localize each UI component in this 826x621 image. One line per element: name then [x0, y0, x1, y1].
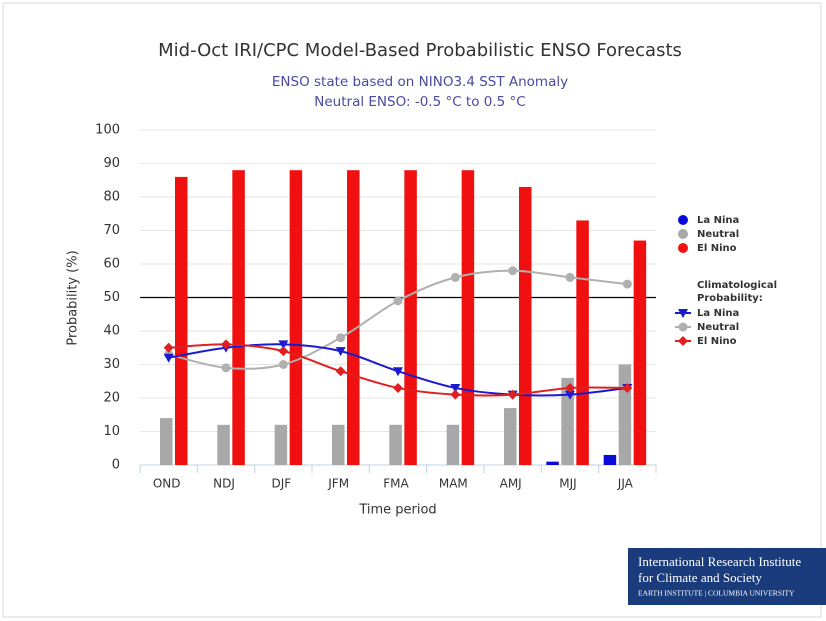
bar: [603, 454, 617, 465]
x-tick-label: AMJ: [500, 477, 522, 491]
legend-label: La Nina: [697, 308, 739, 319]
legend-label: El Nino: [697, 336, 737, 347]
legend-marker: [678, 215, 688, 225]
y-tick-label: 40: [103, 324, 120, 339]
bar: [232, 170, 245, 465]
marker: [508, 266, 518, 276]
marker: [336, 333, 346, 343]
legend-title: Climatological Probability:: [697, 280, 777, 304]
chart-title: Mid-Oct IRI/CPC Model-Based Probabilisti…: [158, 40, 682, 61]
bar: [175, 176, 188, 465]
legend-marker: [678, 322, 688, 332]
legend-label: La Nina: [697, 215, 739, 226]
y-tick-label: 0: [112, 458, 120, 473]
marker: [565, 390, 575, 400]
bar: [576, 220, 589, 465]
x-tick-label: FMA: [383, 477, 409, 491]
x-tick-label: NDJ: [213, 477, 235, 491]
bar: [546, 461, 559, 465]
marker: [450, 383, 461, 393]
x-tick-label: MAM: [439, 477, 468, 491]
y-tick-label: 60: [103, 257, 120, 272]
marker: [393, 367, 403, 377]
x-axis-title: Time period: [358, 503, 436, 518]
bar: [274, 424, 288, 465]
x-tick-label: DJF: [271, 477, 291, 491]
y-axis-title: Probability (%): [66, 250, 81, 345]
bar: [389, 424, 402, 465]
marker: [450, 389, 461, 400]
marker: [507, 389, 518, 400]
bar: [217, 424, 230, 465]
y-tick-label: 100: [95, 123, 120, 138]
bar: [289, 170, 303, 465]
x-tick-label: MJJ: [559, 477, 576, 491]
y-tick-label: 70: [103, 223, 120, 238]
logo-text: International Research Institute: [638, 554, 801, 569]
bar: [446, 424, 460, 465]
bar: [561, 377, 574, 465]
legend-label: Neutral: [697, 229, 739, 240]
marker: [278, 340, 289, 350]
bar: [347, 170, 360, 465]
marker: [565, 272, 575, 282]
bar: [633, 240, 647, 465]
logo: [628, 548, 826, 605]
x-tick-label: JFM: [327, 477, 349, 491]
marker: [565, 382, 575, 393]
x-tick-label: OND: [153, 477, 181, 491]
bar: [519, 186, 532, 465]
marker: [335, 366, 346, 377]
logo-text: for Climate and Society: [638, 570, 762, 585]
marker: [393, 296, 403, 306]
y-tick-label: 80: [103, 190, 120, 205]
subtitle: ENSO state based on NINO3.4 SST Anomaly: [272, 74, 568, 90]
y-tick-label: 50: [103, 290, 120, 305]
bar: [332, 424, 345, 465]
logo-footer: Earth Institute | Columbia University: [638, 589, 795, 598]
y-tick-label: 90: [103, 156, 120, 171]
legend-label: Neutral: [697, 322, 739, 333]
bar: [160, 418, 173, 465]
marker: [221, 339, 231, 350]
marker: [278, 360, 288, 369]
marker: [278, 346, 289, 357]
legend-marker: [678, 336, 688, 346]
bar: [461, 170, 475, 465]
marker: [163, 353, 174, 363]
bar: [404, 170, 417, 465]
marker: [393, 382, 403, 393]
marker: [622, 382, 633, 393]
legend-label: El Nino: [697, 243, 737, 254]
marker: [622, 279, 632, 289]
marker: [221, 363, 231, 373]
marker: [450, 272, 460, 282]
x-tick-label: JJA: [617, 477, 634, 491]
subtitle: Neutral ENSO: -0.5 °C to 0.5 °C: [314, 94, 525, 110]
legend-marker: [678, 243, 688, 253]
legend-marker: [678, 309, 688, 318]
y-tick-label: 10: [103, 424, 120, 439]
y-tick-label: 30: [103, 357, 120, 372]
bar: [618, 364, 632, 465]
marker: [163, 342, 174, 353]
marker: [335, 347, 346, 357]
bar: [504, 408, 517, 465]
y-tick-label: 20: [103, 391, 120, 406]
legend-marker: [678, 229, 688, 239]
